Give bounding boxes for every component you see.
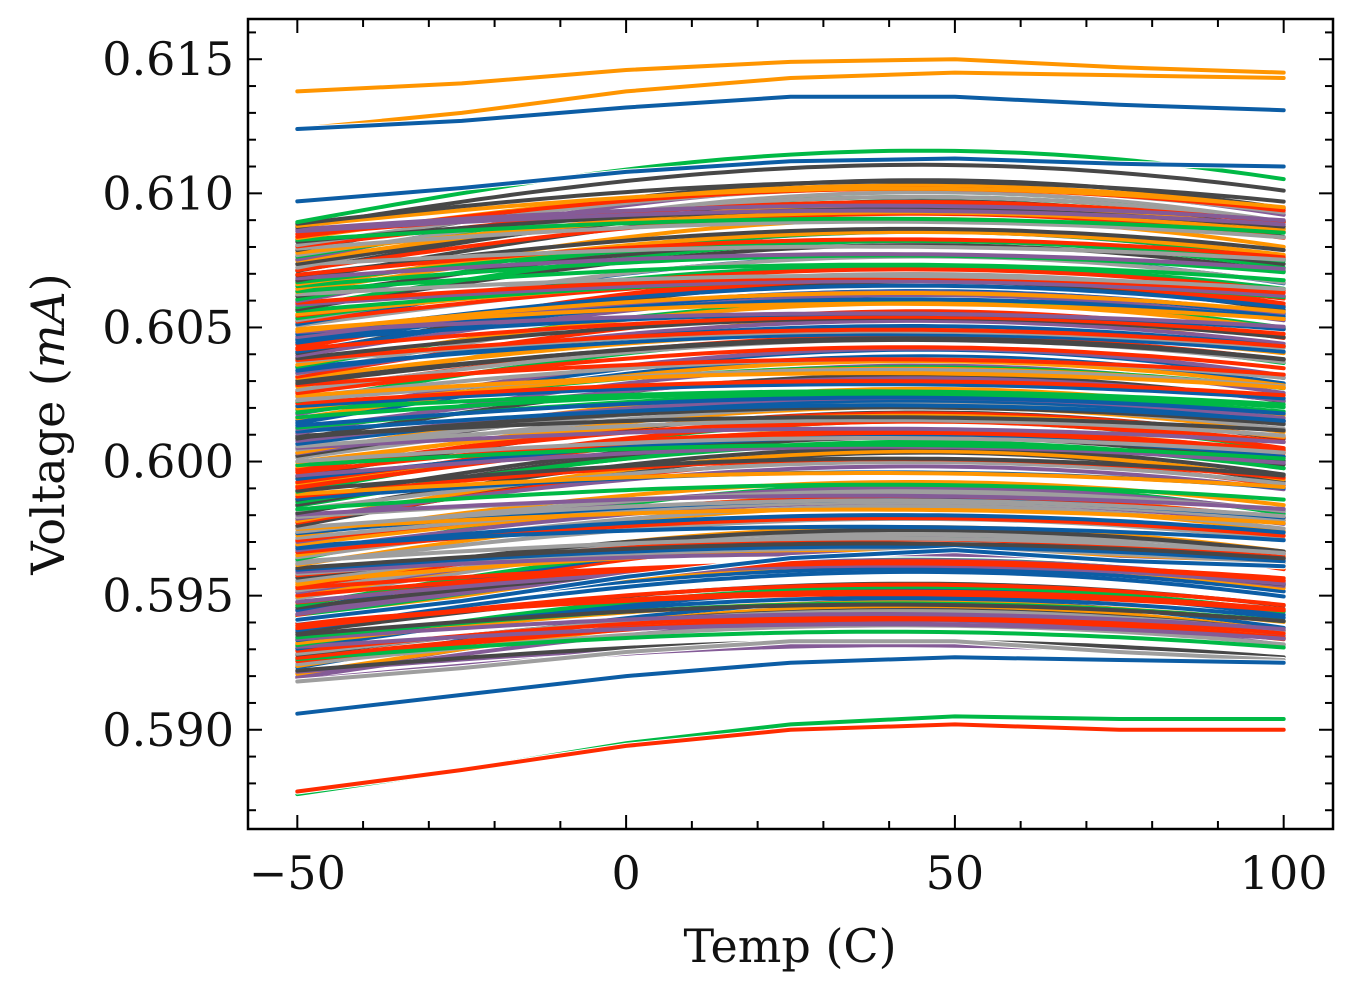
series-line [295,148,1286,225]
y-axis-label: Voltage (mA) [21,273,75,575]
series-line [295,536,1286,564]
series-line [295,629,1286,662]
series-line [295,230,1286,287]
series-line [295,275,1286,305]
series-line [295,301,1286,332]
series-line [295,162,1286,229]
series-line [295,219,1286,251]
series-line [295,244,1286,267]
series-line [295,498,1286,530]
y-tick-label: 0.590 [102,703,234,757]
series-line [295,279,1286,307]
series-line [295,211,1286,273]
series-line [295,544,1286,572]
series-line [295,293,1286,358]
y-tick-label: 0.605 [102,300,234,354]
series-line [295,460,1286,512]
series-line [295,541,1286,570]
y-tick-label: 0.610 [102,166,234,220]
series-line [295,622,1286,649]
series-line [295,639,1286,684]
series-line [295,444,1286,478]
series-line [295,493,1286,517]
y-tick-label: 0.615 [102,32,234,86]
plot-frame [246,17,1335,831]
series-line [295,156,1286,204]
series-line [295,186,1286,228]
x-tick-label: 0 [611,846,640,900]
series-line [295,337,1286,383]
series-line [295,208,1286,234]
series-line [295,203,1286,232]
y-axis-label-variable: mA [21,291,75,368]
series-line [295,382,1286,409]
y-axis-label-suffix: ) [21,273,75,291]
series-line [295,179,1286,226]
series-line [295,426,1286,450]
series-line [295,314,1286,352]
series-line [295,548,1286,585]
series-line [295,415,1286,438]
y-tick-labels: 0.590 0.595 0.600 0.605 0.610 0.615 [102,32,234,757]
series-line [295,482,1286,512]
series-line [295,311,1286,334]
series-line [295,449,1286,523]
series-line [295,722,1286,794]
series-line [295,471,1286,496]
y-axis-label-prefix: Voltage ( [21,368,75,576]
series-line [295,371,1286,398]
series-line [295,216,1286,242]
series-line [295,569,1286,633]
x-tick-label: 100 [1240,846,1328,900]
series-line [295,456,1286,493]
series-line [295,548,1286,622]
x-axis-label: Temp (C) [683,919,896,973]
series-line [295,395,1286,428]
series-line [295,513,1286,551]
series-line [295,418,1286,449]
series-line [295,94,1286,131]
series-line [295,436,1286,464]
series-line [295,273,1286,297]
y-tick-label: 0.595 [102,569,234,623]
series-line [295,616,1286,660]
series-line [295,357,1286,387]
series-line [295,655,1286,716]
series-line [295,70,1286,131]
series-line [295,252,1286,281]
x-tick-labels: −50 0 50 100 [249,846,1328,900]
series-layer [294,56,1287,798]
ticks-layer [248,19,1333,829]
series-line [295,442,1286,468]
series-line [295,561,1286,591]
series-line [295,524,1286,548]
series-line [295,389,1286,412]
series-line [295,379,1286,406]
series-line [295,291,1286,334]
series-line [295,262,1286,294]
series-line [295,431,1286,490]
series-line [295,592,1286,626]
series-line [295,237,1286,277]
series-line [295,563,1286,604]
series-line [295,507,1286,531]
series-line [295,327,1286,362]
series-line [295,500,1286,540]
series-line [295,405,1286,440]
series-line [295,612,1286,642]
series-line [295,602,1286,637]
series-line [295,332,1286,370]
y-tick-label: 0.600 [102,435,234,489]
x-tick-label: −50 [249,846,346,900]
x-tick-label: 50 [926,846,985,900]
series-line [295,57,1286,94]
series-line [295,403,1286,434]
